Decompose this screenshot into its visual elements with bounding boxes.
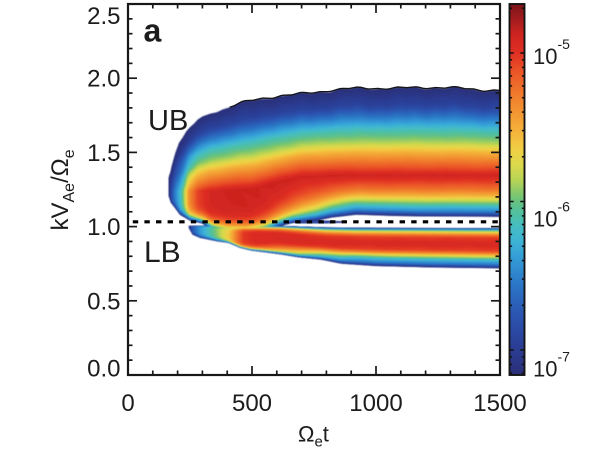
svg-text:-7: -7 xyxy=(558,349,571,365)
svg-text:2.0: 2.0 xyxy=(87,66,120,93)
svg-text:a: a xyxy=(144,13,162,49)
svg-text:UB: UB xyxy=(148,105,188,137)
svg-text:-6: -6 xyxy=(558,199,571,215)
svg-text:kVAe/Ωe: kVAe/Ωe xyxy=(47,149,78,230)
svg-text:0.5: 0.5 xyxy=(87,288,120,315)
svg-text:LB: LB xyxy=(144,236,181,269)
svg-text:1.0: 1.0 xyxy=(87,214,120,241)
svg-text:2.5: 2.5 xyxy=(87,3,120,30)
svg-text:1500: 1500 xyxy=(473,390,526,417)
svg-text:0.0: 0.0 xyxy=(87,356,120,383)
svg-text:10: 10 xyxy=(533,207,557,232)
svg-text:0: 0 xyxy=(121,390,134,417)
svg-text:1000: 1000 xyxy=(349,390,402,417)
svg-text:1.5: 1.5 xyxy=(87,140,120,167)
svg-text:Ωet: Ωet xyxy=(298,422,329,451)
svg-text:10: 10 xyxy=(533,44,557,69)
svg-text:-5: -5 xyxy=(558,36,571,52)
svg-text:10: 10 xyxy=(533,357,557,382)
svg-text:500: 500 xyxy=(232,390,272,417)
